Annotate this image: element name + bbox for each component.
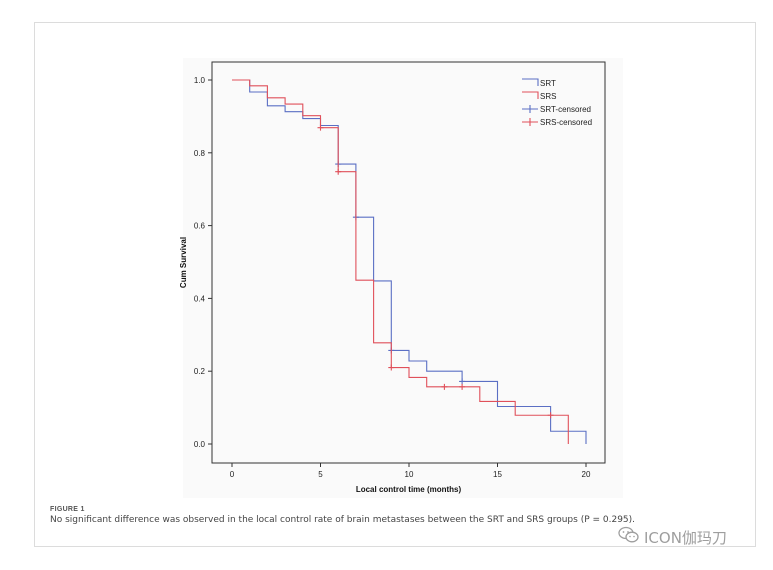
y-tick-label: 1.0 [194, 76, 206, 85]
legend-label-3: SRT-censored [540, 105, 591, 114]
censor-mark-srs [459, 383, 466, 390]
figure-caption: No significant difference was observed i… [50, 515, 636, 525]
legend-censor-4 [522, 118, 538, 126]
watermark-text: ICON伽玛刀 [644, 528, 727, 547]
censor-mark-srs [441, 383, 448, 390]
km-curve-srt [232, 79, 587, 444]
censor-mark-srs [547, 412, 554, 419]
watermark: ICON伽玛刀 [618, 525, 727, 549]
legend-label-1: SRT [540, 79, 556, 88]
censor-mark-srs [335, 168, 342, 175]
figure-label: FIGURE 1 [50, 506, 85, 513]
y-axis-label: Cum Survival [179, 237, 188, 288]
y-tick-label: 0.4 [194, 294, 206, 303]
plot-panel [183, 58, 623, 498]
legend-line-1 [522, 78, 539, 86]
x-tick-label: 5 [318, 470, 323, 479]
y-tick-label: 0.6 [194, 222, 206, 231]
censor-mark-srs [388, 364, 395, 371]
y-tick-label: 0.2 [194, 367, 206, 376]
legend-label-2: SRS [540, 92, 556, 101]
censor-mark-srs [317, 124, 324, 131]
legend-censor-3 [522, 105, 538, 113]
wechat-icon [618, 526, 640, 549]
x-tick-label: 15 [493, 470, 502, 479]
x-axis-label: Local control time (months) [356, 485, 462, 494]
x-tick-label: 0 [230, 470, 235, 479]
x-tick-label: 20 [582, 470, 591, 479]
legend-label-4: SRS-censored [540, 118, 592, 127]
km-curve-srs [232, 79, 569, 444]
x-tick-label: 10 [405, 470, 414, 479]
y-tick-label: 0.8 [194, 149, 206, 158]
censor-mark-srt [459, 378, 466, 385]
legend-line-2 [522, 91, 539, 99]
y-tick-label: 0.0 [194, 440, 206, 449]
